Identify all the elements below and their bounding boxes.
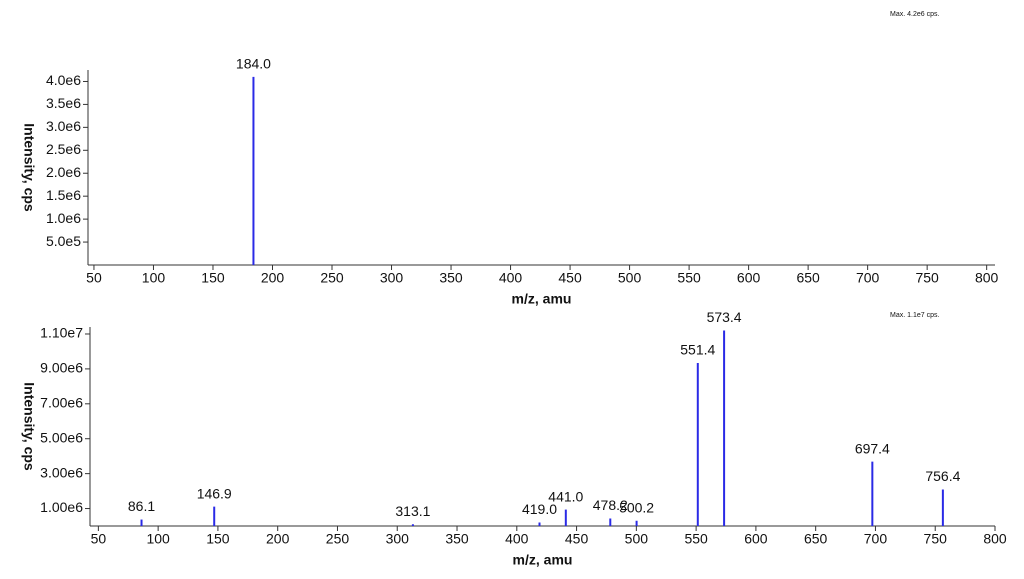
peak-label: 573.4: [707, 309, 742, 325]
y-tick-label: 7.00e6: [40, 395, 83, 411]
peak-label: 184.0: [236, 56, 271, 72]
peak-label: 500.2: [619, 499, 654, 515]
x-tick-label: 600: [744, 531, 768, 547]
x-tick-label: 250: [326, 531, 350, 547]
x-tick-label: 50: [86, 270, 102, 286]
x-tick-label: 200: [261, 270, 285, 286]
peak-label: 86.1: [128, 498, 155, 514]
x-tick-label: 550: [677, 270, 701, 286]
peak-label: 419.0: [522, 501, 557, 517]
x-tick-label: 400: [505, 531, 529, 547]
y-tick-label: 3.5e6: [46, 95, 81, 111]
max-label: Max. 4.2e6 cps.: [890, 11, 939, 18]
y-tick-label: 2.0e6: [46, 164, 81, 180]
y-tick-label: 1.00e6: [40, 499, 83, 515]
x-tick-label: 300: [380, 270, 404, 286]
peak-label: 551.4: [680, 342, 715, 358]
x-tick-label: 800: [975, 270, 999, 286]
max-label: Max. 1.1e7 cps.: [890, 312, 939, 319]
x-tick-label: 150: [201, 270, 225, 286]
x-tick-label: 450: [558, 270, 582, 286]
x-axis-label: m/z, amu: [513, 552, 573, 568]
y-tick-label: 5.0e5: [46, 233, 81, 249]
x-tick-label: 650: [796, 270, 820, 286]
y-tick-label: 3.0e6: [46, 118, 81, 134]
y-tick-label: 2.5e6: [46, 141, 81, 157]
x-tick-label: 800: [983, 531, 1007, 547]
x-tick-label: 500: [625, 531, 649, 547]
x-tick-label: 600: [737, 270, 761, 286]
x-tick-label: 250: [320, 270, 344, 286]
y-tick-label: 4.0e6: [46, 72, 81, 88]
y-tick-label: 1.10e7: [40, 325, 83, 341]
y-axis-label: Intensity, cps: [21, 123, 37, 212]
x-tick-label: 100: [146, 531, 170, 547]
x-tick-label: 700: [864, 531, 888, 547]
peak-label: 441.0: [548, 488, 583, 504]
y-tick-label: 1.5e6: [46, 187, 81, 203]
x-tick-label: 150: [206, 531, 230, 547]
x-tick-label: 700: [856, 270, 880, 286]
x-tick-label: 650: [804, 531, 828, 547]
x-tick-label: 300: [386, 531, 410, 547]
x-tick-label: 100: [142, 270, 166, 286]
x-tick-label: 400: [499, 270, 523, 286]
x-tick-label: 50: [91, 531, 107, 547]
y-tick-label: 5.00e6: [40, 429, 83, 445]
y-tick-label: 1.0e6: [46, 210, 81, 226]
x-tick-label: 450: [565, 531, 589, 547]
peak-label: 756.4: [925, 468, 960, 484]
y-axis-label: Intensity, cps: [21, 382, 37, 471]
peak-label: 478.2: [593, 497, 628, 513]
x-tick-label: 750: [915, 270, 939, 286]
x-tick-label: 350: [439, 270, 463, 286]
x-tick-label: 550: [684, 531, 708, 547]
peak-label: 697.4: [855, 440, 890, 456]
y-tick-label: 9.00e6: [40, 360, 83, 376]
x-tick-label: 750: [924, 531, 948, 547]
x-tick-label: 200: [266, 531, 290, 547]
y-tick-label: 3.00e6: [40, 464, 83, 480]
x-tick-label: 500: [618, 270, 642, 286]
x-tick-label: 350: [445, 531, 469, 547]
peak-label: 146.9: [197, 485, 232, 501]
peak-label: 313.1: [395, 503, 430, 519]
x-axis-label: m/z, amu: [512, 291, 572, 307]
